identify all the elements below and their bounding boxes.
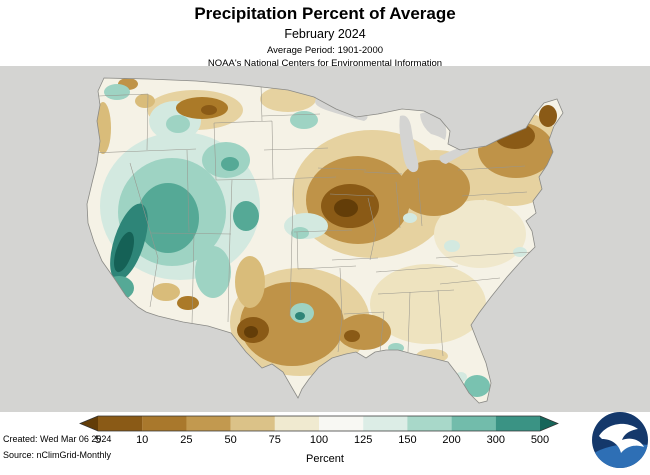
created-date: Created: Wed Mar 06 2024 [3, 434, 112, 444]
legend-segment [407, 416, 452, 431]
page-title: Precipitation Percent of Average [194, 4, 456, 23]
legend-tick-label: 5 [95, 434, 101, 446]
legend-segment [98, 416, 143, 431]
legend-unit-label: Percent [306, 453, 344, 465]
legend-segment [80, 416, 98, 431]
state-borders [89, 83, 533, 357]
noaa-logo-bird [599, 423, 644, 453]
legend-tick-label: 125 [354, 434, 372, 446]
noaa-logo-sea [592, 444, 648, 468]
legend-segment [495, 416, 541, 431]
legend-tick-label: 25 [180, 434, 192, 446]
us-precipitation-map [0, 66, 650, 412]
legend-tick-label: 500 [531, 434, 549, 446]
legend-segment [363, 416, 408, 431]
legend-tick-label: 100 [310, 434, 328, 446]
average-period: Average Period: 1901-2000 [266, 45, 384, 56]
color-scale-legend: 5 10 25 50 75 100 125 150 200 300 500 [79, 415, 559, 446]
organization-name: NOAA's National Centers for Environmenta… [207, 58, 443, 69]
legend-tick-label: 75 [269, 434, 281, 446]
legend-segment [230, 416, 275, 431]
legend-outline [79, 415, 559, 432]
legend-segment [142, 416, 187, 431]
header: Precipitation Percent of Average Februar… [0, 0, 650, 69]
us-outline [86, 77, 564, 404]
legend-segment [274, 416, 320, 431]
report-month: February 2024 [284, 27, 366, 41]
legend-tick-label: 200 [442, 434, 460, 446]
legend-tick-label: 50 [224, 434, 236, 446]
legend-segment [540, 416, 558, 431]
legend-segment [186, 416, 231, 431]
precip-anomaly-pattern [95, 78, 563, 397]
legend-segment [451, 416, 496, 431]
legend-tick-label: 10 [136, 434, 148, 446]
legend-segment [319, 416, 364, 431]
data-source: Source: nClimGrid-Monthly [3, 450, 112, 460]
legend-tick-label: 150 [398, 434, 416, 446]
noaa-logo [592, 412, 648, 468]
legend-tick-label: 300 [487, 434, 505, 446]
